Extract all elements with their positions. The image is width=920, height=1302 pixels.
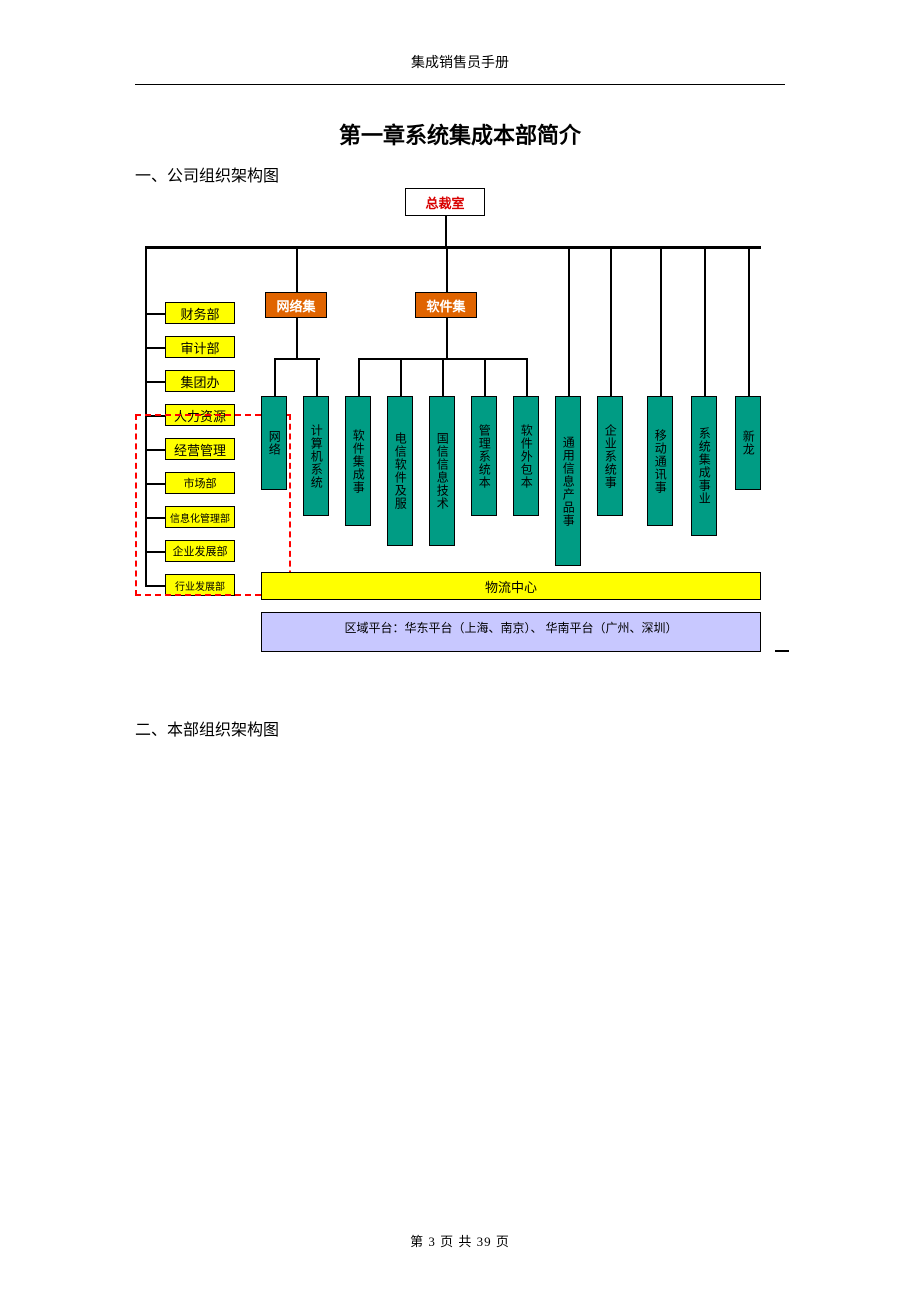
unit-label: 管理系统本 (477, 424, 491, 489)
unit-label: 软件集成事 (351, 429, 365, 494)
line (660, 246, 662, 396)
line (568, 246, 570, 396)
unit-0: 网络 (261, 396, 287, 490)
line (445, 216, 447, 246)
regional-label: 区域平台：华东平台（上海、南京）、 华南平台（广州、深圳） (344, 619, 677, 636)
unit-3: 电信软件及服 (387, 396, 413, 546)
left-dept-label: 财务部 (180, 304, 219, 323)
mid-node-0: 网络集 (265, 292, 327, 318)
line (358, 358, 360, 396)
mid-node-1: 软件集 (415, 292, 477, 318)
line (296, 318, 298, 358)
line (526, 358, 528, 396)
line (442, 358, 444, 396)
unit-1: 计算机系统 (303, 396, 329, 516)
unit-5: 管理系统本 (471, 396, 497, 516)
line (316, 358, 318, 396)
page-footer: 第 3 页 共 39 页 (0, 1231, 920, 1250)
unit-9: 移动通讯事 (647, 396, 673, 526)
regional-strip: 区域平台：华东平台（上海、南京）、 华南平台（广州、深圳） (261, 612, 761, 652)
mid-label-1: 软件集 (426, 296, 465, 315)
unit-label: 软件外包本 (519, 424, 533, 489)
line (704, 246, 706, 396)
line (446, 318, 448, 358)
unit-label: 网络 (267, 430, 281, 456)
line (145, 347, 165, 349)
line (145, 313, 165, 315)
unit-4: 国信信息技术 (429, 396, 455, 546)
line (446, 246, 448, 292)
unit-10: 系统集成事业 (691, 396, 717, 536)
left-dept-2: 集团办 (165, 370, 235, 392)
header-underline (135, 84, 785, 85)
header-title: 集成销售员手册 (411, 56, 509, 71)
org-chart: 总裁室 网络集 软件集 财务部 审计部 集团办 人力资源 经营管理 市场部 信息… (135, 186, 775, 656)
unit-label: 移动通讯事 (653, 429, 667, 494)
side-mark (775, 650, 789, 652)
line (610, 246, 612, 396)
left-dept-1: 审计部 (165, 336, 235, 358)
line (274, 358, 320, 360)
section-2-heading: 二、本部组织架构图 (135, 716, 279, 740)
line (400, 358, 402, 396)
unit-label: 电信软件及服 (393, 432, 407, 510)
unit-label: 国信信息技术 (435, 432, 449, 510)
unit-label: 企业系统事 (603, 424, 617, 489)
logistics-strip: 物流中心 (261, 572, 761, 600)
line (748, 246, 750, 396)
footer-text: 第 3 页 共 39 页 (410, 1234, 510, 1249)
unit-11: 新龙 (735, 396, 761, 490)
line (484, 358, 486, 396)
line (145, 246, 761, 249)
logistics-label: 物流中心 (485, 577, 537, 596)
line (296, 246, 298, 292)
root-label: 总裁室 (425, 193, 464, 212)
mid-label-0: 网络集 (276, 296, 315, 315)
unit-6: 软件外包本 (513, 396, 539, 516)
left-dept-label: 审计部 (180, 338, 219, 357)
unit-7: 通用信息产品事 (555, 396, 581, 566)
unit-label: 新龙 (741, 430, 755, 456)
section-1-heading: 一、公司组织架构图 (135, 162, 279, 186)
left-dept-label: 集团办 (180, 372, 219, 391)
unit-label: 计算机系统 (309, 424, 323, 489)
page-header: 集成销售员手册 (0, 52, 920, 72)
root-node: 总裁室 (405, 188, 485, 216)
unit-8: 企业系统事 (597, 396, 623, 516)
unit-label: 系统集成事业 (697, 427, 711, 505)
left-dept-0: 财务部 (165, 302, 235, 324)
unit-label: 通用信息产品事 (561, 436, 575, 527)
unit-2: 软件集成事 (345, 396, 371, 526)
chapter-title: 第一章系统集成本部简介 (0, 118, 920, 150)
line (145, 381, 165, 383)
line (274, 358, 276, 396)
page: 集成销售员手册 第一章系统集成本部简介 一、公司组织架构图 (0, 0, 920, 1302)
